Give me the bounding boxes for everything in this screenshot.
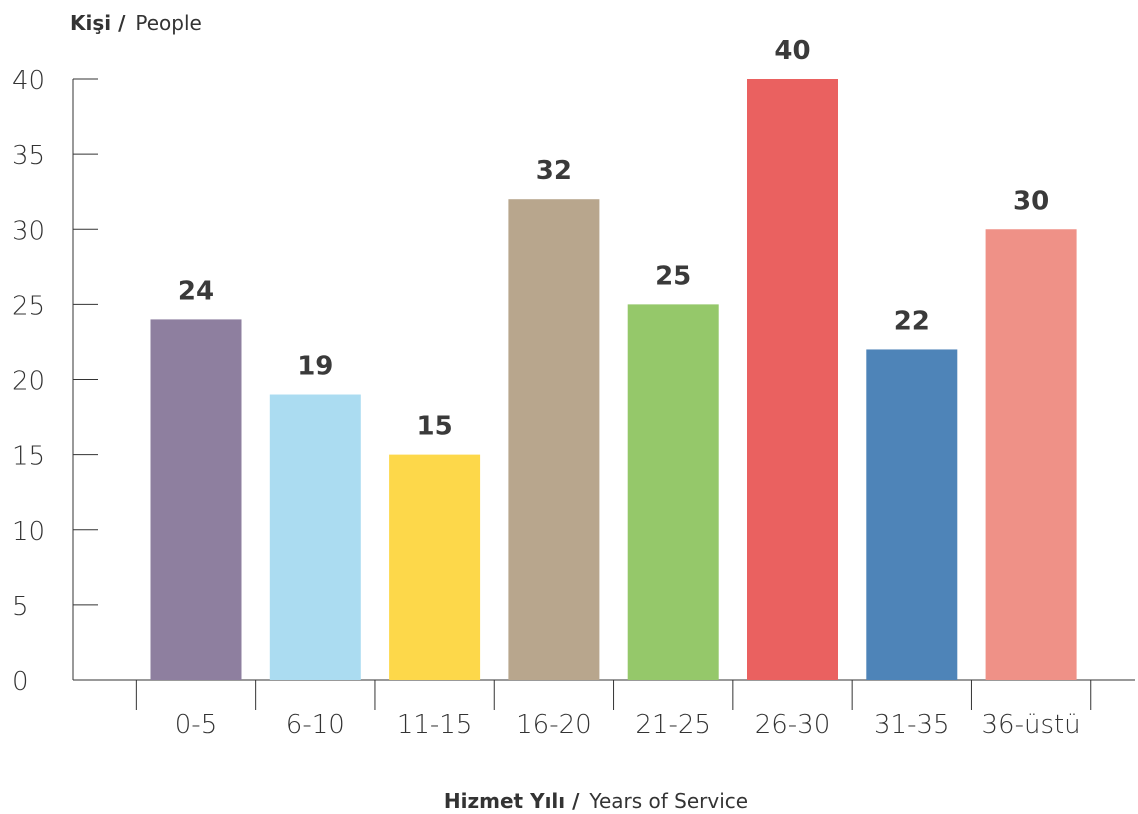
y-tick-label: 35 xyxy=(12,141,45,171)
y-axis-title-bold: Kişi / xyxy=(70,11,126,35)
bar xyxy=(627,304,719,680)
x-category-separators xyxy=(135,680,1092,710)
x-tick-label: 26-30 xyxy=(755,710,831,740)
value-label: 15 xyxy=(417,412,453,442)
y-tick-label: 10 xyxy=(12,517,45,547)
x-axis-title: Hizmet Yılı / Years of Service xyxy=(444,789,748,813)
x-tick-label: 0-5 xyxy=(175,710,217,740)
value-label: 19 xyxy=(297,352,333,382)
y-ticks: 0 5 10 15 20 25 30 35 40 xyxy=(12,66,98,697)
y-axis-title-light: People xyxy=(135,11,201,35)
x-axis-title-bold: Hizmet Yılı / xyxy=(444,789,580,813)
bar xyxy=(985,229,1077,680)
y-tick-label: 15 xyxy=(12,442,45,472)
value-label: 22 xyxy=(894,306,930,336)
bars xyxy=(150,79,1077,680)
bar xyxy=(389,454,481,680)
x-tick-label: 6-10 xyxy=(286,710,345,740)
x-axis-title-light: Years of Service xyxy=(588,789,748,813)
value-label: 25 xyxy=(655,261,691,291)
x-tick-label: 16-20 xyxy=(516,710,592,740)
value-labels: 24 19 15 32 25 40 22 30 xyxy=(178,36,1049,442)
x-tick-label: 21-25 xyxy=(635,710,711,740)
y-axis-title: Kişi / People xyxy=(70,11,202,35)
bar xyxy=(508,199,600,680)
y-tick-label: 25 xyxy=(12,291,45,321)
y-tick-label: 5 xyxy=(12,592,29,622)
value-label: 32 xyxy=(536,156,572,186)
value-label: 30 xyxy=(1013,186,1049,216)
y-tick-label: 20 xyxy=(12,367,45,397)
value-label: 24 xyxy=(178,276,214,306)
value-label: 40 xyxy=(774,36,810,66)
x-tick-labels: 0-5 6-10 11-15 16-20 21-25 26-30 31-35 36-üstü xyxy=(175,710,1081,740)
y-tick-label: 40 xyxy=(12,66,45,96)
x-tick-label: 31-35 xyxy=(874,710,950,740)
bar xyxy=(866,349,958,680)
bar xyxy=(747,79,838,680)
y-tick-label: 0 xyxy=(12,667,29,697)
y-tick-label: 30 xyxy=(12,216,45,246)
x-tick-label: 11-15 xyxy=(397,710,473,740)
bar xyxy=(269,394,361,680)
bar xyxy=(150,319,242,680)
x-tick-label: 36-üstü xyxy=(982,710,1081,740)
